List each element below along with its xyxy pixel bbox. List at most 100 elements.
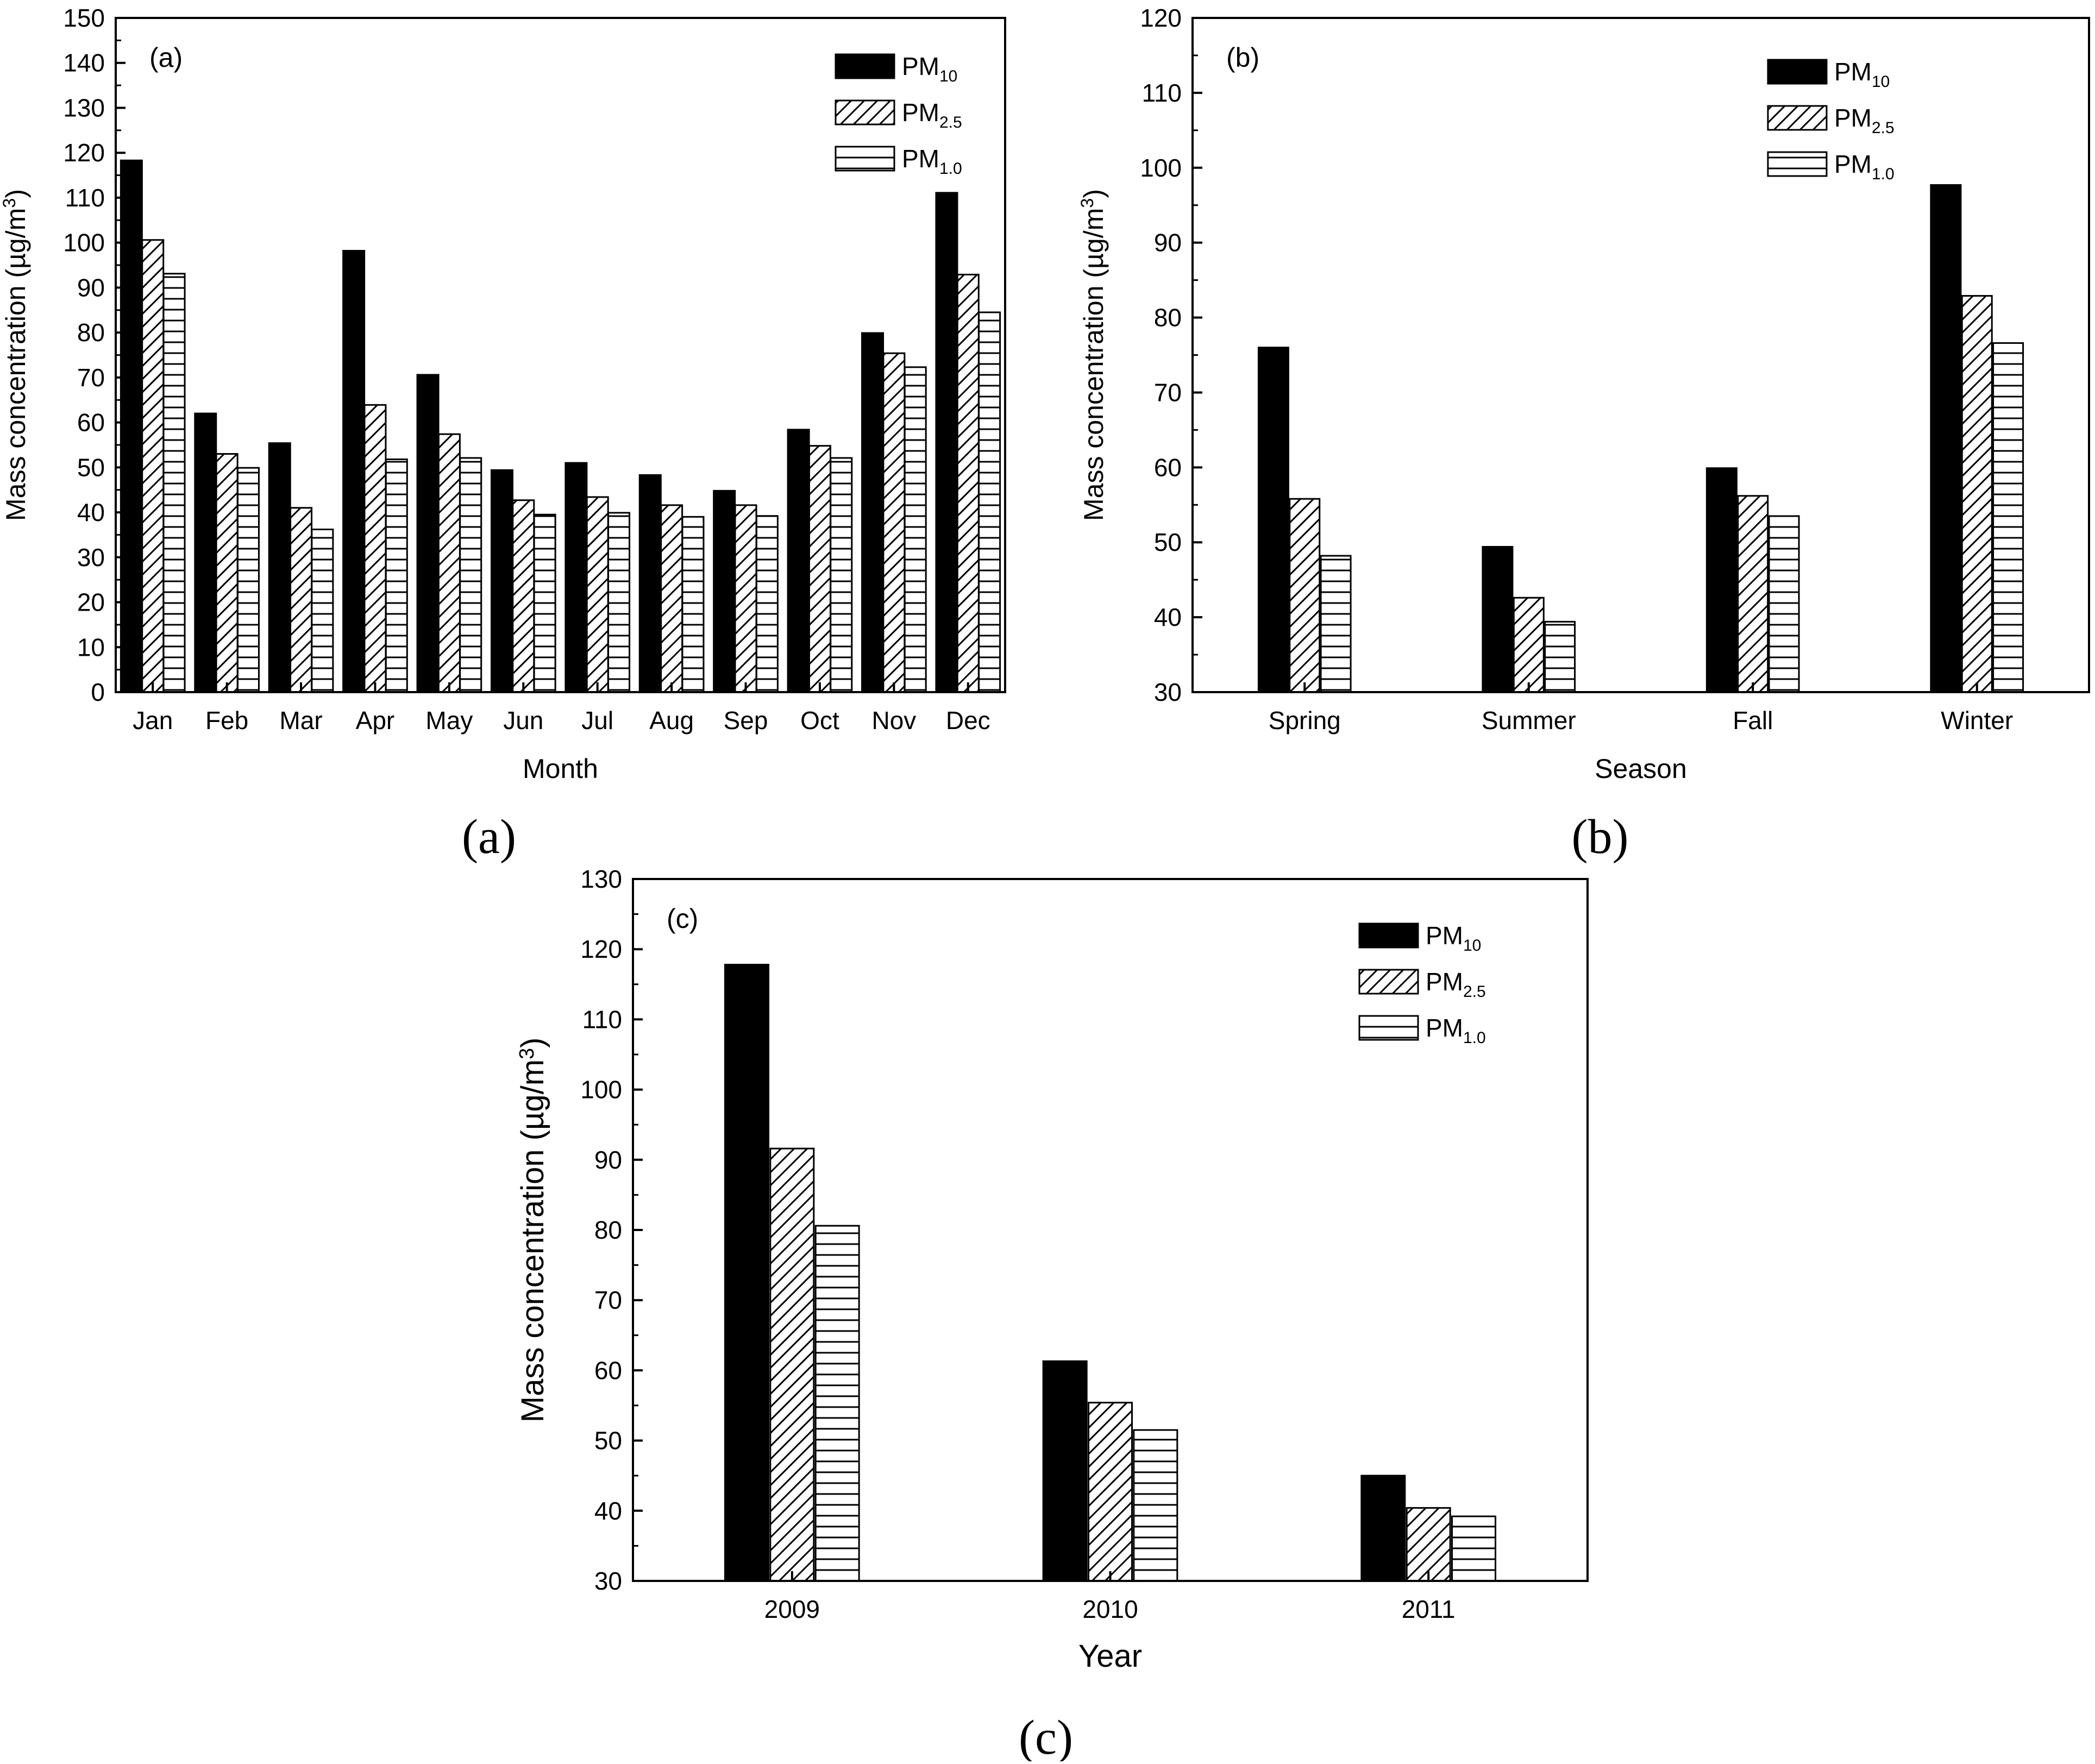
bar-pm25-feb xyxy=(215,453,239,693)
bar-pm25-2011 xyxy=(1406,1507,1451,1582)
legend-swatch xyxy=(1358,922,1419,949)
x-tick-label: Jan xyxy=(133,706,173,735)
y-tick-label: 80 xyxy=(1154,304,1182,332)
x-tick-label: Spring xyxy=(1269,706,1341,735)
legend-entry-pm25: PM2.5 xyxy=(1834,104,1895,137)
bar-pm10-2009 xyxy=(724,964,769,1582)
panel-label: (a) xyxy=(149,42,183,73)
y-tick-label: 40 xyxy=(594,1497,622,1525)
legend-swatch xyxy=(1767,151,1828,177)
x-tick-label: Nov xyxy=(871,706,916,735)
bar-pm10-apr xyxy=(385,458,408,693)
y-tick-label: 70 xyxy=(594,1286,622,1314)
y-tick-label: 120 xyxy=(1140,4,1182,32)
legend-entry-pm10: PM10 xyxy=(1426,921,1481,955)
y-tick-label: 50 xyxy=(1154,528,1182,556)
legend-entry-pm10: PM1.0 xyxy=(1426,1014,1486,1047)
bar-pm10-jun xyxy=(533,513,556,693)
y-tick-label: 10 xyxy=(77,633,105,661)
bar-pm10-fall xyxy=(1768,515,1800,693)
y-tick-label: 110 xyxy=(1142,79,1182,107)
legend-entry-pm25: PM2.5 xyxy=(1426,968,1486,1001)
x-tick-label: Fall xyxy=(1733,706,1773,735)
bar-pm25-fall xyxy=(1737,495,1769,693)
y-axis-title: Mass concentration (µg/m3) xyxy=(0,189,31,521)
bar-pm25-jul xyxy=(586,496,609,693)
panel-caption: (b) xyxy=(1572,810,1629,864)
y-tick-label: 140 xyxy=(63,49,105,77)
bar-pm25-dec xyxy=(956,273,980,693)
bar-pm10-winter xyxy=(1930,184,1962,693)
bar-pm10-aug xyxy=(638,474,662,693)
bar-pm10-2011 xyxy=(1360,1474,1406,1582)
y-tick-label: 130 xyxy=(580,865,622,893)
x-tick-label: Apr xyxy=(356,706,395,735)
x-tick-label: Winter xyxy=(1941,706,2013,735)
x-tick-label: Feb xyxy=(205,706,248,735)
y-axis-title: Mass concentration (µg/m3) xyxy=(1077,189,1109,521)
bar-pm10-2009 xyxy=(814,1225,860,1582)
bar-pm25-mar xyxy=(290,507,313,693)
bar-pm25-2009 xyxy=(769,1147,815,1582)
x-tick-label: Jul xyxy=(581,706,613,735)
y-tick-label: 40 xyxy=(1154,603,1182,631)
panel-caption: (c) xyxy=(1019,1711,1073,1761)
bar-pm10-apr xyxy=(342,250,366,693)
y-tick-label: 30 xyxy=(77,543,105,572)
panel-label: (b) xyxy=(1226,42,1259,73)
bar-pm25-oct xyxy=(808,445,831,693)
bar-pm10-mar xyxy=(268,442,291,693)
bar-pm10-jan xyxy=(162,273,186,693)
bar-pm25-jan xyxy=(141,239,165,693)
chart-panel-a: 0 10 20 30 40 50 60 70 80 90 100 110 120 130 140 150 Jan… xyxy=(0,4,1006,864)
bar-pm10-may xyxy=(459,457,482,693)
bar-pm10-mar xyxy=(311,529,334,693)
bar-pm10-jan xyxy=(120,159,143,693)
x-axis-title: Month xyxy=(523,754,598,784)
bar-pm10-spring xyxy=(1320,555,1352,693)
y-tick-label: 110 xyxy=(582,1005,622,1033)
x-tick-label: Oct xyxy=(800,706,839,735)
legend-swatch xyxy=(1358,1015,1419,1041)
bar-pm25-aug xyxy=(660,504,683,693)
legend-swatch xyxy=(835,53,895,79)
x-axis-title: Year xyxy=(1078,1639,1142,1674)
bar-pm10-oct xyxy=(787,429,810,693)
y-tick-label: 130 xyxy=(63,93,105,122)
y-tick-label: 120 xyxy=(580,935,622,963)
panel-label: (c) xyxy=(667,903,698,934)
bar-pm25-jun xyxy=(512,499,535,693)
bar-pm10-spring xyxy=(1257,347,1289,693)
bar-pm10-feb xyxy=(236,467,260,693)
y-tick-label: 120 xyxy=(63,139,105,167)
bar-pm25-apr xyxy=(363,404,387,693)
y-tick-label: 80 xyxy=(77,318,105,347)
y-tick-label: 100 xyxy=(1140,154,1182,182)
bar-pm25-nov xyxy=(882,352,906,693)
y-tick-label: 90 xyxy=(594,1146,622,1174)
bar-pm10-winter xyxy=(1992,342,2024,693)
y-tick-label: 50 xyxy=(77,453,105,481)
bar-pm10-jul xyxy=(607,512,631,693)
bar-pm10-may xyxy=(416,374,440,693)
bar-pm25-sep xyxy=(734,504,757,693)
legend-entry-pm10: PM1.0 xyxy=(1834,150,1895,183)
y-tick-label: 40 xyxy=(77,498,105,526)
y-tick-label: 30 xyxy=(594,1567,622,1595)
y-tick-label: 100 xyxy=(580,1076,622,1104)
y-tick-label: 150 xyxy=(63,4,105,32)
bar-pm10-aug xyxy=(681,516,705,693)
legend-entry-pm10: PM10 xyxy=(1834,58,1890,91)
legend-swatch xyxy=(835,146,895,172)
y-tick-label: 90 xyxy=(1154,229,1182,257)
x-axis-title: Season xyxy=(1595,754,1687,784)
bar-pm10-dec xyxy=(978,311,1001,693)
bar-pm10-oct xyxy=(830,457,853,693)
bar-pm10-nov xyxy=(904,366,927,693)
legend-entry-pm25: PM2.5 xyxy=(902,98,962,131)
x-tick-label: 2011 xyxy=(1402,1595,1456,1623)
bar-pm10-sep xyxy=(713,489,736,693)
legend-entry-pm10: PM1.0 xyxy=(902,145,962,178)
y-tick-label: 70 xyxy=(77,363,105,392)
x-tick-label: 2009 xyxy=(764,1595,820,1623)
